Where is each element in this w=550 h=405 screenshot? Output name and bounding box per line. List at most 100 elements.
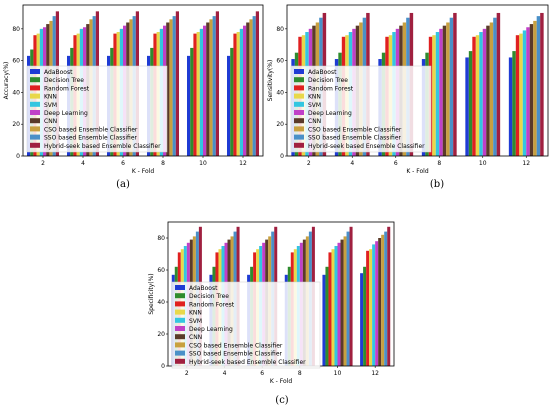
bar-deep-learning-k10 xyxy=(203,25,207,156)
bar-knn-k10 xyxy=(196,32,200,156)
legend-swatch xyxy=(294,101,304,107)
bar-knn-k10 xyxy=(475,35,480,157)
x-tick-label: 10 xyxy=(199,160,207,167)
legend-box xyxy=(171,281,321,369)
legend-entry: AdaBoost xyxy=(189,285,218,292)
legend-swatch xyxy=(175,285,185,290)
x-axis-label: K - Fold xyxy=(132,168,154,175)
y-axis-label: Specificity(%) xyxy=(148,273,155,314)
x-tick-label: 8 xyxy=(161,160,165,167)
bar-svm-k12 xyxy=(372,244,376,366)
bar-decision-tree-k10 xyxy=(190,47,194,157)
legend-swatch xyxy=(175,293,185,299)
x-tick-label: 8 xyxy=(298,370,302,377)
legend-entry: CNN xyxy=(308,118,321,125)
bar-cnn-k12 xyxy=(378,238,382,366)
legend-entry: Random Forest xyxy=(308,85,354,92)
bar-svm-k10 xyxy=(479,32,483,156)
legend-swatch xyxy=(294,85,304,91)
bar-random-forest-k10 xyxy=(472,36,476,156)
bar-deep-learning-k12 xyxy=(375,241,379,366)
x-tick-label: 6 xyxy=(121,160,125,167)
bar-sso-based-ensemble-classifier-k10 xyxy=(346,231,350,366)
bar-sso-based-ensemble-classifier-k8 xyxy=(172,16,176,157)
x-tick-label: 12 xyxy=(371,370,379,377)
legend-swatch xyxy=(294,69,304,74)
bar-decision-tree-k10 xyxy=(468,51,473,156)
legend-swatch xyxy=(175,326,185,331)
bar-cso-based-ensemble-classifier-k8 xyxy=(446,22,450,157)
legend-entry: SSO based Ensemble Classifier xyxy=(44,135,138,142)
bar-decision-tree-k12 xyxy=(512,51,516,156)
legend-entry: Decision Tree xyxy=(189,293,229,300)
bar-adaboost-k10 xyxy=(465,57,469,156)
bar-knn-k12 xyxy=(519,33,523,156)
bar-knn-k12 xyxy=(369,249,373,366)
bar-adaboost-k10 xyxy=(322,274,326,366)
bar-svm-k8 xyxy=(435,32,440,156)
legend-swatch xyxy=(30,69,40,74)
y-tick-label: 40 xyxy=(157,299,165,306)
bar-cnn-k8 xyxy=(442,25,447,156)
legend-swatch xyxy=(30,142,40,148)
bar-svm-k12 xyxy=(239,28,243,157)
x-tick-label: 12 xyxy=(522,160,530,167)
plot-frame xyxy=(286,4,549,157)
bar-hybrid-seek-based-ensemble-classifier-k8 xyxy=(453,12,457,156)
legend-swatch xyxy=(175,350,185,356)
legend-entry: KNN xyxy=(44,94,57,101)
bar-random-forest-k10 xyxy=(193,33,197,156)
bar-cnn-k10 xyxy=(486,25,490,156)
legend-entry: Hybrid-seek based Ensemble Classifier xyxy=(189,359,306,366)
legend-entry: Deep Learning xyxy=(308,110,352,117)
bar-decision-tree-k12 xyxy=(363,266,367,366)
legend-entry: Deep Learning xyxy=(189,326,233,333)
bar-random-forest-k12 xyxy=(233,33,237,156)
bar-cnn-k10 xyxy=(206,22,210,157)
legend-entry: Decision Tree xyxy=(308,77,348,84)
legend-entry: CSO based Ensemble Classifier xyxy=(189,342,283,349)
legend-entry: KNN xyxy=(308,94,321,101)
bar-sso-based-ensemble-classifier-k10 xyxy=(493,17,497,156)
bar-random-forest-k12 xyxy=(366,250,370,366)
bar-cso-based-ensemble-classifier-k10 xyxy=(209,19,213,156)
legend-entry: Random Forest xyxy=(189,301,235,308)
panel-caption: (c) xyxy=(275,395,289,405)
legend-swatch xyxy=(294,126,304,132)
legend-swatch xyxy=(294,118,304,124)
legend-swatch xyxy=(294,134,304,140)
legend-box xyxy=(290,65,432,153)
x-tick-label: 2 xyxy=(185,370,189,377)
bar-svm-k10 xyxy=(199,28,203,157)
legend-swatch xyxy=(30,93,40,99)
bar-hybrid-seek-based-ensemble-classifier-k10 xyxy=(349,226,353,366)
legend-swatch xyxy=(294,77,304,83)
x-tick-label: 12 xyxy=(239,160,247,167)
bar-adaboost-k12 xyxy=(508,57,513,156)
legend-swatch xyxy=(294,142,304,148)
x-tick-label: 4 xyxy=(350,160,354,167)
bar-cnn-k12 xyxy=(529,24,534,156)
x-axis-label: K - Fold xyxy=(270,378,292,385)
legend-entry: AdaBoost xyxy=(308,69,337,76)
bar-sso-based-ensemble-classifier-k12 xyxy=(536,16,541,157)
legend-entry: CNN xyxy=(189,334,202,341)
legend-swatch xyxy=(30,77,40,83)
bar-knn-k12 xyxy=(236,32,240,156)
plot-frame xyxy=(22,4,264,157)
x-tick-label: 10 xyxy=(479,160,487,167)
bar-knn-k8 xyxy=(432,35,436,157)
x-tick-label: 4 xyxy=(223,370,227,377)
legend-entry: AdaBoost xyxy=(44,69,73,76)
bar-deep-learning-k12 xyxy=(243,25,247,156)
legend-entry: SVM xyxy=(189,318,202,325)
bar-random-forest-k12 xyxy=(515,35,520,157)
bar-cnn-k8 xyxy=(166,22,170,157)
bar-sso-based-ensemble-classifier-k8 xyxy=(449,17,454,156)
bar-hybrid-seek-based-ensemble-classifier-k12 xyxy=(255,11,259,156)
legend-entry: CSO based Ensemble Classifier xyxy=(44,126,138,133)
